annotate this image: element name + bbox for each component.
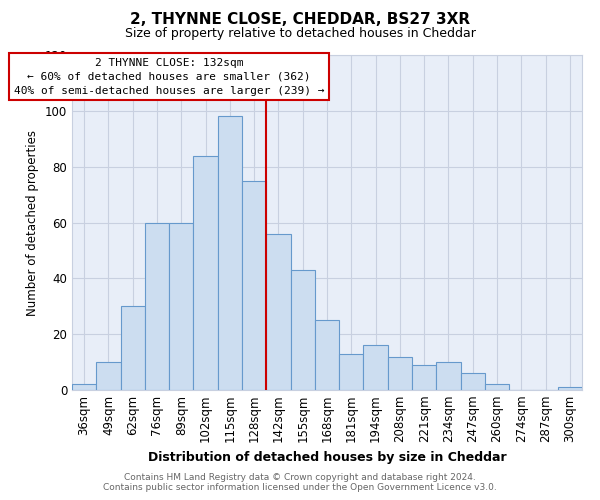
Bar <box>96 362 121 390</box>
Bar <box>339 354 364 390</box>
Bar <box>145 222 169 390</box>
Bar <box>218 116 242 390</box>
Bar <box>169 222 193 390</box>
Text: 2 THYNNE CLOSE: 132sqm
← 60% of detached houses are smaller (362)
40% of semi-de: 2 THYNNE CLOSE: 132sqm ← 60% of detached… <box>14 58 325 96</box>
Bar <box>388 356 412 390</box>
Text: Contains HM Land Registry data © Crown copyright and database right 2024.
Contai: Contains HM Land Registry data © Crown c… <box>103 473 497 492</box>
Bar <box>242 180 266 390</box>
Y-axis label: Number of detached properties: Number of detached properties <box>26 130 39 316</box>
Bar <box>315 320 339 390</box>
Bar <box>72 384 96 390</box>
Bar <box>461 373 485 390</box>
Bar <box>193 156 218 390</box>
Bar <box>558 387 582 390</box>
Text: 2, THYNNE CLOSE, CHEDDAR, BS27 3XR: 2, THYNNE CLOSE, CHEDDAR, BS27 3XR <box>130 12 470 28</box>
Bar <box>290 270 315 390</box>
Bar <box>266 234 290 390</box>
Bar <box>436 362 461 390</box>
Text: Size of property relative to detached houses in Cheddar: Size of property relative to detached ho… <box>125 28 475 40</box>
Bar <box>412 365 436 390</box>
Bar <box>485 384 509 390</box>
Bar <box>121 306 145 390</box>
Bar <box>364 346 388 390</box>
X-axis label: Distribution of detached houses by size in Cheddar: Distribution of detached houses by size … <box>148 451 506 464</box>
